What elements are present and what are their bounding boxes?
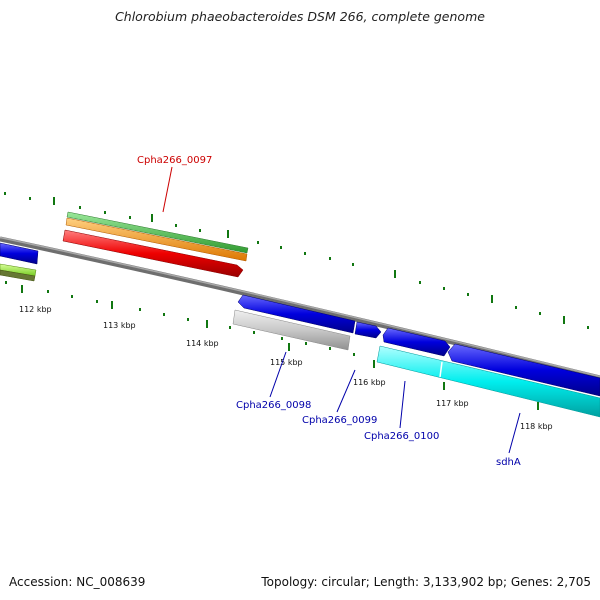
gene-label-cpha0097[interactable]: Cpha266_0097 [137, 155, 212, 166]
feature-cyan [376, 345, 600, 418]
genome-backbone-highlight [0, 236, 600, 378]
feature-cpha0098-blue [237, 294, 356, 334]
gene-label-sdhA[interactable]: sdhA [496, 457, 521, 468]
feature-cyan-split [439, 361, 443, 378]
leader-cpha0099 [336, 369, 356, 413]
kbp-112: 112 kbp [19, 305, 52, 314]
feature-cpha0098-grey [232, 309, 351, 351]
feature-blue-left [0, 242, 39, 265]
leader-cpha0100 [399, 380, 406, 429]
leader-sdhA [508, 412, 521, 454]
kbp-117: 117 kbp [436, 399, 469, 408]
leader-cpha0098 [269, 351, 287, 398]
gene-label-cpha0100[interactable]: Cpha266_0100 [364, 431, 439, 442]
feature-orange [65, 217, 248, 262]
kbp-115: 115 kbp [270, 358, 303, 367]
kbp-116: 116 kbp [353, 378, 386, 387]
feature-cpha0097-red [62, 229, 244, 278]
topology-text: Topology: circular; Length: 3,133,902 bp… [261, 575, 591, 589]
gene-label-cpha0098[interactable]: Cpha266_0098 [236, 400, 311, 411]
feature-cpha0100-blue [382, 327, 451, 357]
accession-text: Accession: NC_008639 [9, 575, 146, 589]
gene-label-cpha0099[interactable]: Cpha266_0099 [302, 415, 377, 426]
genome-backbone [0, 236, 600, 381]
kbp-118: 118 kbp [520, 422, 553, 431]
inner-tick-row [5, 281, 571, 410]
feature-green [66, 211, 249, 254]
leader-cpha0097 [162, 166, 173, 213]
feature-olive [0, 269, 36, 282]
kbp-113: 113 kbp [103, 321, 136, 330]
kbp-114: 114 kbp [186, 339, 219, 348]
outer-tick-row [4, 192, 589, 329]
feature-cpha0099-blue [354, 321, 382, 339]
feature-sdhA-blue [447, 343, 600, 397]
map-title: Chlorobium phaeobacteroides DSM 266, com… [115, 9, 485, 24]
